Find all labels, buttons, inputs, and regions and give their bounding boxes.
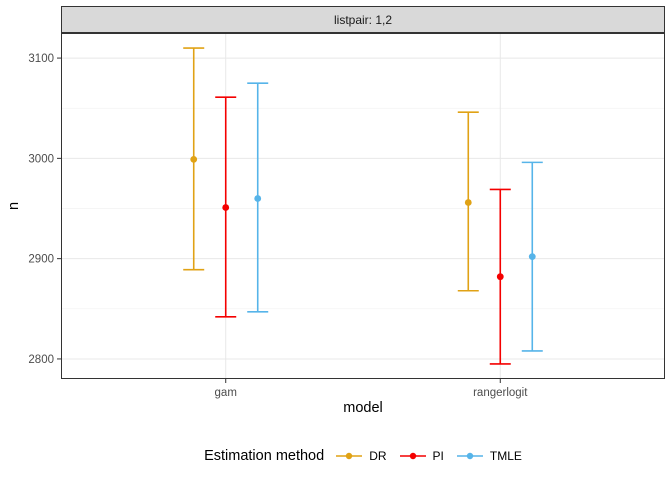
legend-item-pi: PI <box>399 449 444 463</box>
y-tick-label: 2900 <box>28 254 54 266</box>
legend: Estimation method DR PI TMLE <box>61 442 665 470</box>
plot-panel <box>61 33 665 379</box>
pointrange-dr-gam-point <box>190 155 198 163</box>
pointrange-tmle-rangerlogit-point <box>528 253 536 261</box>
facet-strip: listpair: 1,2 <box>61 6 665 33</box>
y-tick-label: 2800 <box>28 354 54 366</box>
x-axis-title: model <box>343 400 383 416</box>
pointrange-tmle-gam-point <box>254 195 262 202</box>
y-axis-title: n <box>6 201 22 211</box>
y-tick-label: 3000 <box>28 153 54 165</box>
legend-label-dr: DR <box>369 449 387 463</box>
legend-label-tmle: TMLE <box>489 449 522 463</box>
x-tick-label: rangerlogit <box>473 387 528 399</box>
legend-key-pi-icon <box>399 452 426 460</box>
legend-key-tmle-icon <box>456 452 483 460</box>
legend-item-tmle: TMLE <box>456 449 522 463</box>
facet-strip-label: listpair: 1,2 <box>333 12 393 27</box>
pointrange-dr-rangerlogit-point <box>464 199 472 206</box>
legend-item-dr: DR <box>336 449 387 463</box>
pointrange-pi-rangerlogit-point <box>496 273 504 281</box>
y-tick-label: 3100 <box>28 53 54 65</box>
legend-key-dr-icon <box>336 452 363 460</box>
pointrange-pi-gam-point <box>222 204 230 211</box>
legend-label-pi: PI <box>432 449 444 463</box>
legend-title: Estimation method <box>204 448 325 464</box>
x-tick-label: gam <box>215 387 237 399</box>
